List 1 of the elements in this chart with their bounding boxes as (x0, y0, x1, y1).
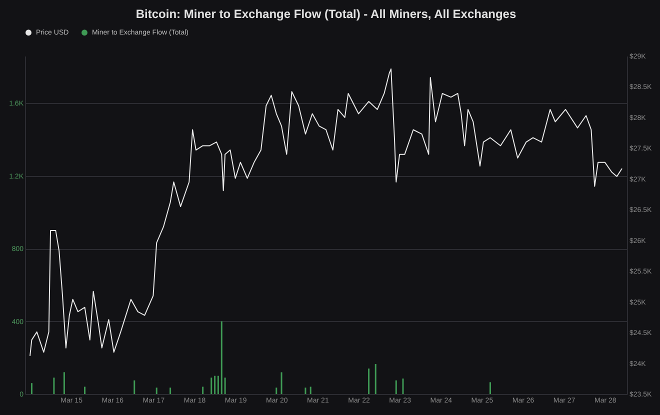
chart-title: Bitcoin: Miner to Exchange Flow (Total) - All Miners, All Exchanges (136, 7, 516, 21)
